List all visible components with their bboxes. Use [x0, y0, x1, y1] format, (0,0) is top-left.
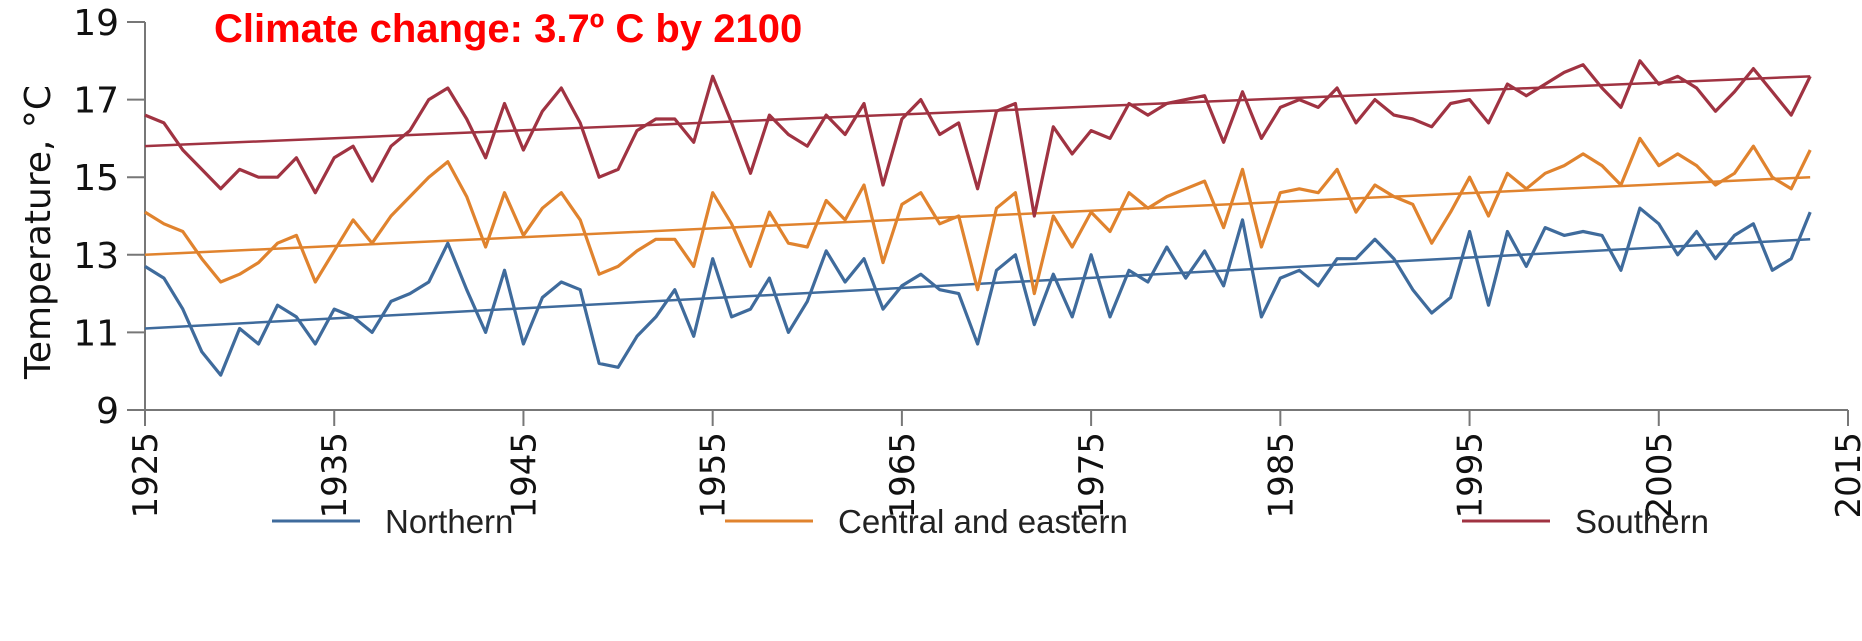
series-line-southern: [144, 59, 1812, 218]
x-tick-label: 2015: [1829, 432, 1862, 519]
y-tick-label: 17: [73, 81, 119, 122]
chart-title: Climate change: 3.7º C by 2100: [214, 7, 802, 51]
x-tick-label: 1935: [315, 432, 355, 519]
y-tick-label: 9: [96, 391, 119, 432]
y-tick-label: 13: [73, 236, 119, 277]
legend-label: Central and eastern: [838, 503, 1128, 540]
x-tick-label: 1985: [1261, 432, 1301, 519]
series-lines: [144, 59, 1812, 377]
x-tick-label: 2005: [1640, 432, 1680, 519]
x-tick-label: 1925: [126, 432, 166, 519]
y-axis-label: Temperature, °C: [18, 85, 59, 380]
series-line-central-and-eastern: [144, 136, 1812, 296]
x-tick-label: 1955: [694, 432, 734, 519]
legend-label: Northern: [385, 503, 513, 540]
x-tick-label: 1975: [1072, 432, 1112, 519]
x-tick-label: 1995: [1451, 432, 1491, 519]
trendline-southern: [144, 75, 1811, 148]
axes: 9 11 13 15 17 19 1925 1935 1945 1955 1965 1975 1985 1…: [73, 3, 1862, 519]
legend: Northern Central and eastern Southern: [272, 503, 1709, 540]
trendline-central-and-eastern: [144, 175, 1811, 257]
x-tick-label: 1945: [504, 432, 544, 519]
legend-label: Southern: [1575, 503, 1709, 540]
x-tick-label: 1965: [883, 432, 923, 519]
y-tick-label: 15: [73, 158, 119, 199]
y-tick-label: 19: [73, 3, 119, 44]
y-tick-label: 11: [73, 313, 119, 354]
series-line-northern: [144, 206, 1812, 377]
